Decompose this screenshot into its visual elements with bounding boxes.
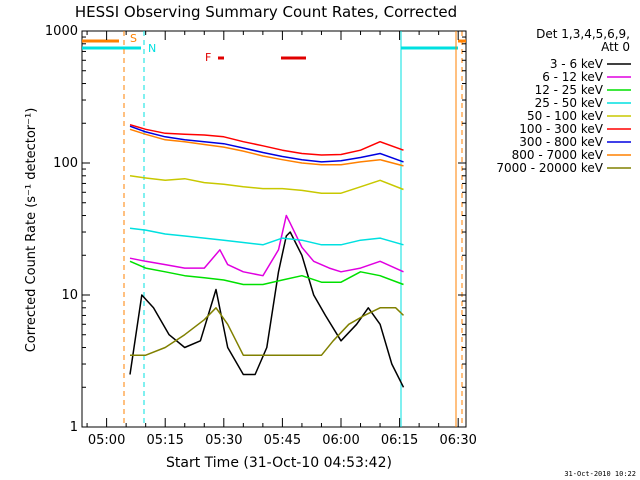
x-tick-label: 05:15 [146, 433, 183, 448]
x-tick-label: 05:00 [88, 433, 125, 448]
series-line-7 [129, 125, 404, 163]
legend-label-1: 3 - 6 keV [550, 57, 604, 71]
y-tick-label: 100 [53, 156, 78, 171]
series-line-4 [129, 227, 404, 246]
legend-label-9: 7000 - 20000 keV [496, 161, 603, 175]
legend-label-3: 12 - 25 keV [535, 83, 604, 97]
x-tick-label: 05:45 [264, 433, 301, 448]
y-axis-label: Corrected Count Rate (s⁻¹ detector⁻¹) [24, 108, 39, 353]
legend-label-5: 50 - 100 keV [527, 109, 604, 123]
x-tick-label: 05:30 [205, 433, 242, 448]
legend-label-4: 25 - 50 keV [535, 96, 604, 110]
night-flag-label: N [148, 42, 156, 55]
x-tick-label: 06:00 [322, 433, 359, 448]
x-axis-label: Start Time (31-Oct-10 04:53:42) [166, 455, 392, 471]
series-line-5 [129, 175, 404, 194]
observation-status-bands [82, 31, 466, 427]
legend-label-2: 6 - 12 keV [542, 70, 604, 84]
legend-header-line-2: Att 0 [601, 40, 630, 54]
y-tick-label: 10 [61, 288, 78, 303]
legend-label-7: 300 - 800 keV [519, 135, 603, 149]
series-line-6 [129, 123, 404, 156]
series-line-8 [129, 128, 404, 167]
legend-label-8: 800 - 7000 keV [512, 148, 604, 162]
series-line-2 [129, 214, 404, 277]
plot-frame [81, 30, 467, 428]
series-line-3 [129, 260, 404, 286]
series-line-9 [130, 307, 405, 356]
legend-label-6: 100 - 300 keV [519, 122, 603, 136]
flare-flag-label: F [205, 51, 211, 64]
x-tick-label: 06:15 [381, 433, 418, 448]
footer-date: 31-Oct-2010 10:22 [564, 470, 636, 478]
series-line-1 [129, 231, 405, 388]
saa-flag-label: S [130, 32, 137, 45]
y-tick-label: 1 [70, 420, 78, 435]
chart-title: HESSI Observing Summary Count Rates, Cor… [75, 3, 457, 21]
x-tick-label: 06:30 [439, 433, 476, 448]
y-tick-label: 1000 [45, 24, 78, 39]
legend-header-line-1: Det 1,3,4,5,6,9, [536, 27, 630, 41]
